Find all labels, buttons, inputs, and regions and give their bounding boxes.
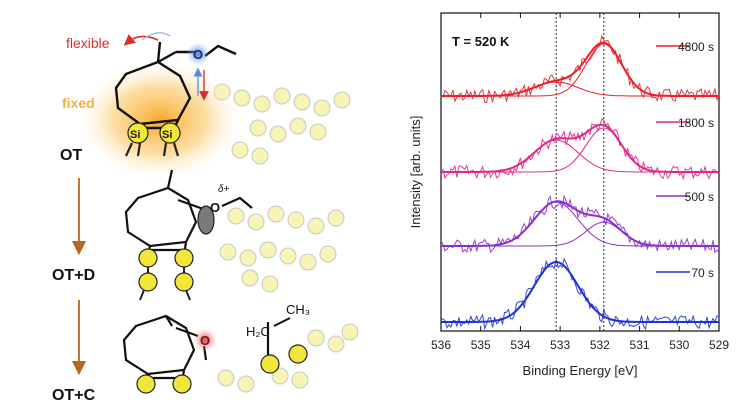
flexible-arrow-back — [141, 32, 171, 41]
otd-delta-plus: δ+ — [218, 184, 230, 195]
reference-lines — [555, 13, 605, 331]
si-atom-left — [127, 122, 149, 144]
series-group: 4800 s 1800 s 500 s 70 s — [440, 34, 720, 331]
si-atom-right — [159, 122, 181, 144]
flexible-label: flexible — [66, 35, 110, 51]
series-fit-1 — [441, 123, 719, 173]
surface-atom — [289, 117, 307, 135]
series-component-1-2 — [441, 201, 719, 247]
state-label-otc: OT+C — [52, 387, 96, 404]
surface-atom — [327, 335, 345, 353]
series-raw-0 — [440, 34, 720, 104]
surface-atom — [261, 275, 279, 293]
otc-oxygen-glow — [193, 328, 217, 352]
surface-atom — [251, 147, 269, 165]
surface-atom — [227, 207, 245, 225]
y-axis-label: Intensity [arb. units] — [408, 116, 423, 229]
otc-h2c-label: H₂C — [246, 324, 270, 339]
otc-si-2 — [172, 374, 192, 394]
surface-atom — [259, 241, 277, 259]
surface-atom — [253, 95, 271, 113]
otc-oxygen: O — [200, 333, 210, 348]
surface-atom — [237, 375, 255, 393]
si-label-right: Si — [162, 129, 172, 141]
surface-atoms — [213, 83, 359, 393]
otc-ch3-label: CH₃ — [286, 302, 310, 317]
series-raw-1 — [440, 118, 720, 181]
surface-atom — [299, 253, 317, 271]
fixed-label: fixed — [62, 95, 95, 111]
x-axis: 536 535 534 533 532 531 530 529 — [431, 13, 729, 352]
series-fit-2 — [441, 200, 719, 247]
otd-si-4 — [174, 272, 194, 292]
state-label-otd: OT+D — [52, 267, 95, 284]
series-component-2-1 — [441, 127, 719, 173]
series-component-1-0 — [441, 81, 719, 97]
legend-label-1: 1800 s — [678, 116, 714, 130]
otd-si-3 — [138, 272, 158, 292]
series-raw-2 — [440, 194, 720, 254]
surface-atom — [307, 217, 325, 235]
surface-atom — [279, 247, 297, 265]
surface-atom — [239, 249, 257, 267]
surface-atom — [319, 245, 337, 263]
x-axis-label: Binding Energy [eV] — [523, 363, 638, 378]
surface-atom — [333, 91, 351, 109]
ot-oxygen-glow — [186, 42, 210, 66]
state-label-ot: OT — [60, 147, 82, 164]
reaction-schematic: flexible fixed O Si Si OT OT+D OT+C — [52, 32, 359, 404]
fixed-glow — [75, 58, 245, 182]
otc-ethyl-bond — [273, 317, 291, 327]
surface-atom — [307, 329, 325, 347]
surface-atom — [247, 213, 265, 231]
otd-si-2 — [174, 248, 194, 268]
surface-atom — [241, 269, 259, 287]
otd-oxygen-lone-pair — [197, 205, 215, 235]
surface-atom — [273, 87, 291, 105]
otc-si-4 — [288, 344, 308, 364]
x-tick-label: 529 — [709, 338, 729, 352]
otd-oxygen: O — [210, 200, 220, 215]
x-tick-label: 531 — [630, 338, 650, 352]
otc-si-3 — [260, 354, 280, 374]
otd-si-1 — [138, 248, 158, 268]
surface-atom — [291, 371, 309, 389]
x-tick-label: 536 — [431, 338, 451, 352]
surface-atom — [341, 323, 359, 341]
surface-atom — [293, 93, 311, 111]
surface-atom — [309, 123, 327, 141]
x-tick-label: 535 — [471, 338, 491, 352]
surface-atom — [219, 243, 237, 261]
surface-atom — [217, 369, 235, 387]
series-raw-3 — [440, 257, 720, 331]
surface-atom — [287, 211, 305, 229]
ot-oxygen: O — [193, 47, 203, 62]
xps-chart: 4800 s 1800 s 500 s 70 s 536 535 534 533 532 531… — [408, 12, 729, 378]
series-fit-0 — [441, 41, 719, 97]
surface-atom — [267, 205, 285, 223]
surface-atom — [269, 125, 287, 143]
surface-atom — [271, 367, 289, 385]
otc-si-1 — [136, 374, 156, 394]
legend-label-2: 500 s — [685, 190, 714, 204]
legend-label-3: 70 s — [691, 266, 714, 280]
series-component-1-3 — [441, 261, 719, 323]
si-label-left: Si — [130, 129, 140, 141]
surface-atom — [313, 99, 331, 117]
x-tick-label: 534 — [510, 338, 530, 352]
x-tick-label: 533 — [550, 338, 570, 352]
chart-title: T = 520 K — [452, 34, 510, 49]
x-tick-label: 530 — [669, 338, 689, 352]
surface-atom — [249, 119, 267, 137]
series-fit-3 — [441, 260, 719, 323]
flexible-arrow — [123, 34, 159, 46]
legend-label-0: 4800 s — [678, 40, 714, 54]
x-tick-label: 532 — [590, 338, 610, 352]
surface-atom — [327, 209, 345, 227]
